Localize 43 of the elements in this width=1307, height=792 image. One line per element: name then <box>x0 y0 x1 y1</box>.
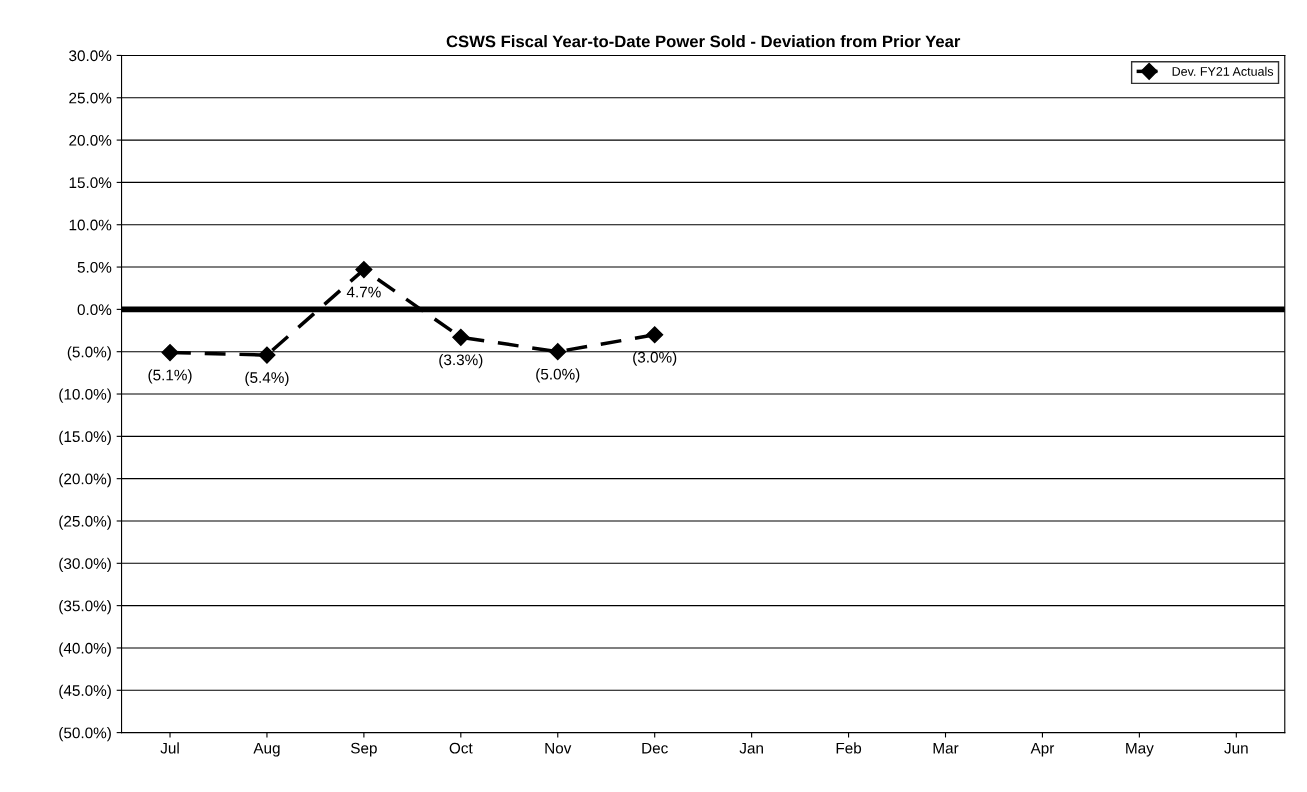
y-tick-label: 5.0% <box>77 261 112 273</box>
y-tick-label: (40.0%) <box>59 642 111 657</box>
point <box>355 261 373 279</box>
y-tick-label: (50.0%) <box>59 727 111 742</box>
x-tick-label: Jul <box>160 742 179 754</box>
point <box>452 328 470 346</box>
y-tick-label: (45.0%) <box>59 684 111 699</box>
y-tick-label: (15.0%) <box>59 430 111 446</box>
y-tick-label: (25.0%) <box>59 515 111 530</box>
x-tick-label: May <box>1126 742 1154 757</box>
point <box>646 326 664 344</box>
x-tick-label: Apr <box>1030 742 1055 757</box>
y-tick-label: 25.0% <box>69 92 112 104</box>
y-tick-label: 10.0% <box>69 219 112 231</box>
legend-label: Dev. FY21 Actuals <box>1172 66 1274 76</box>
y-tick-label: (5.0%) <box>67 346 111 361</box>
x-tick-label: Jan <box>739 742 763 754</box>
y-tick-label: 20.0% <box>69 134 112 146</box>
data-label: (5.4%) <box>245 371 289 386</box>
chart-title: CSWS Fiscal Year-to-Date Power Sold - Deviation from Prior Year <box>446 35 961 48</box>
data-label: (5.1%) <box>148 369 192 384</box>
data-label: (5.0%) <box>536 368 580 383</box>
y-tick-label: 15.0% <box>69 177 112 189</box>
y-tick-label: (35.0%) <box>59 600 111 615</box>
x-tick-label: Feb <box>836 742 862 754</box>
y-tick-label: 0.0% <box>77 304 112 316</box>
point <box>549 343 567 361</box>
x-tick-label: Dec <box>642 742 668 754</box>
point <box>258 346 276 364</box>
y-tick-label: (30.0%) <box>59 557 111 573</box>
x-tick-label: Nov <box>545 742 572 754</box>
x-tick-label: Mar <box>933 742 959 754</box>
y-tick-label: (10.0%) <box>59 388 111 403</box>
x-tick-label: Sep <box>350 742 377 757</box>
data-label: 4.7% <box>346 286 381 298</box>
data-label: (3.3%) <box>439 353 483 369</box>
point <box>161 343 179 362</box>
data-label: (3.0%) <box>633 351 677 366</box>
x-tick-label: Jun <box>1224 742 1248 754</box>
x-tick-label: Oct <box>449 742 473 754</box>
x-tick-label: Aug <box>253 742 280 757</box>
y-tick-label: (20.0%) <box>59 473 111 488</box>
y-tick-label: 30.0% <box>69 50 112 62</box>
